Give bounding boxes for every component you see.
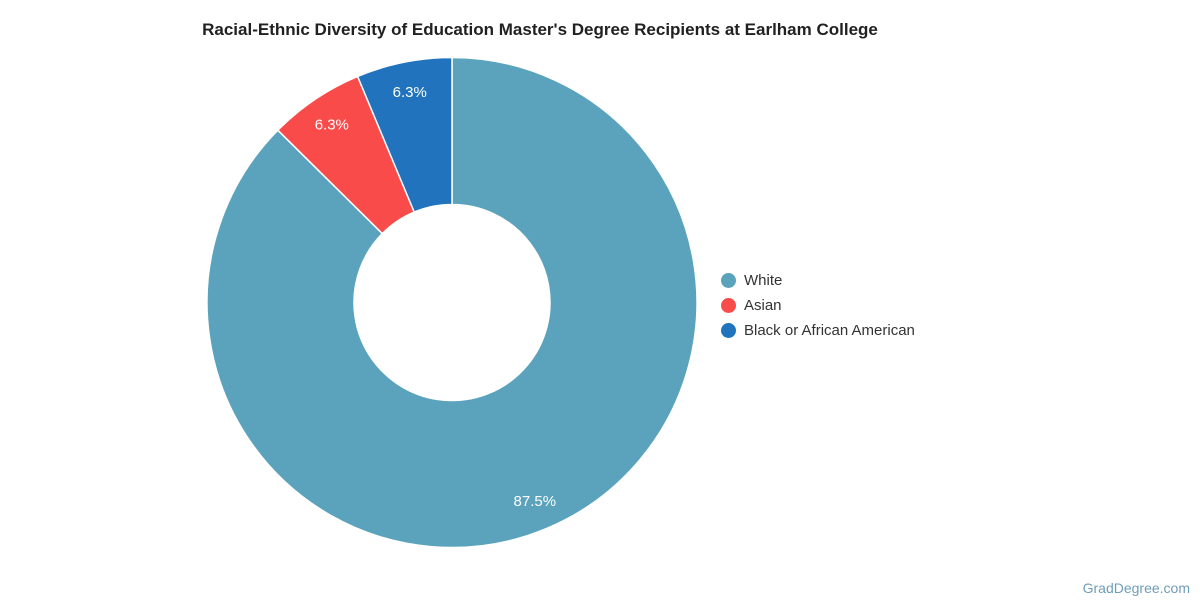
legend-item-black-or-african-american[interactable]: Black or African American: [721, 318, 915, 343]
chart-title: Racial-Ethnic Diversity of Education Mas…: [202, 20, 878, 39]
pie-slice-label-white: 87.5%: [514, 493, 557, 510]
watermark: GradDegree.com: [1082, 580, 1190, 596]
legend-item-asian[interactable]: Asian: [721, 293, 915, 318]
pie-slice-label-black-or-african-american: 6.3%: [393, 84, 427, 101]
legend-item-white[interactable]: White: [721, 268, 915, 293]
legend-label-black-or-african-american: Black or African American: [744, 322, 915, 339]
legend-swatch-black-or-african-american-icon: [721, 323, 736, 338]
legend-label-asian: Asian: [744, 297, 782, 314]
pie-slice-black-or-african-american[interactable]: [356, 56, 453, 213]
legend-label-white: White: [744, 272, 783, 289]
legend-swatch-asian-icon: [721, 298, 736, 313]
legend: White Asian Black or African American: [721, 268, 915, 343]
pie-slice-white[interactable]: [206, 56, 698, 549]
pie-slice-label-asian: 6.3%: [315, 116, 349, 133]
legend-swatch-white-icon: [721, 273, 736, 288]
